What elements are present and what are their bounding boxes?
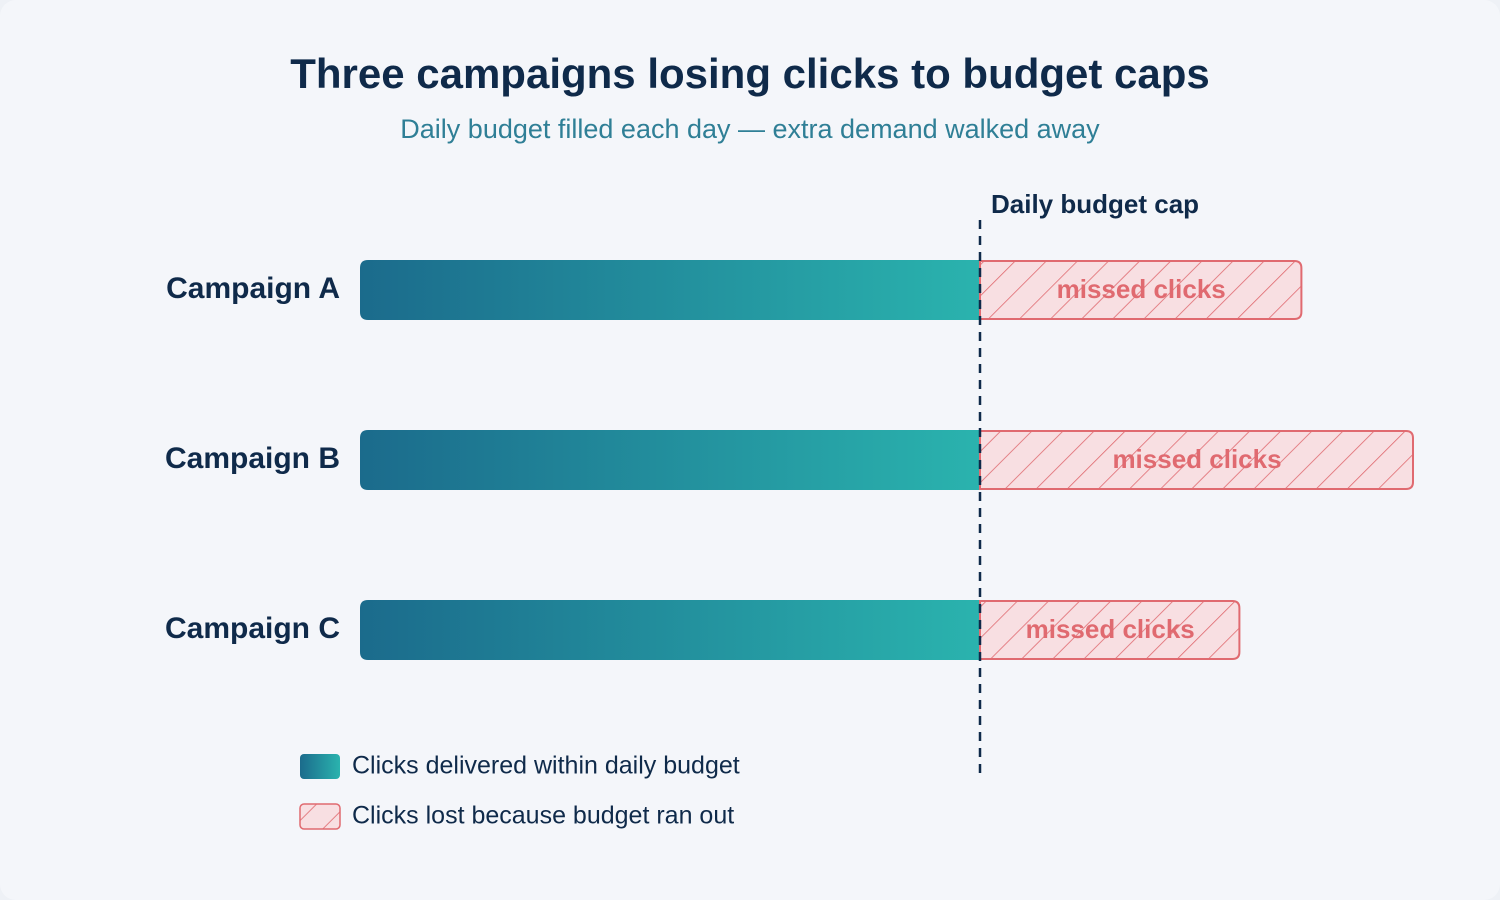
- missed-clicks-bar: [979, 430, 1414, 490]
- missed-clicks-bar: [979, 600, 1241, 660]
- missed-clicks-label: missed clicks: [1057, 274, 1226, 304]
- chart-subtitle: Daily budget filled each day — extra dem…: [400, 114, 1100, 144]
- missed-clicks-bar: [979, 260, 1303, 320]
- category-label: Campaign A: [166, 272, 340, 305]
- budget-cap-label: Daily budget cap: [991, 189, 1199, 219]
- category-label: Campaign C: [165, 612, 340, 645]
- legend-missed-label: Clicks lost because budget ran out: [352, 802, 734, 830]
- missed-clicks-label: missed clicks: [1112, 444, 1281, 474]
- chart-title: Three campaigns losing clicks to budget …: [290, 50, 1210, 97]
- legend-missed-swatch: [299, 803, 341, 830]
- missed-clicks-label: missed clicks: [1026, 614, 1195, 644]
- category-label: Campaign B: [165, 442, 340, 475]
- legend-delivered-swatch: [300, 754, 340, 779]
- legend-delivered-label: Clicks delivered within daily budget: [352, 752, 740, 780]
- delivered-bar: [360, 600, 980, 660]
- delivered-bar: [360, 260, 980, 320]
- delivered-bar: [360, 430, 980, 490]
